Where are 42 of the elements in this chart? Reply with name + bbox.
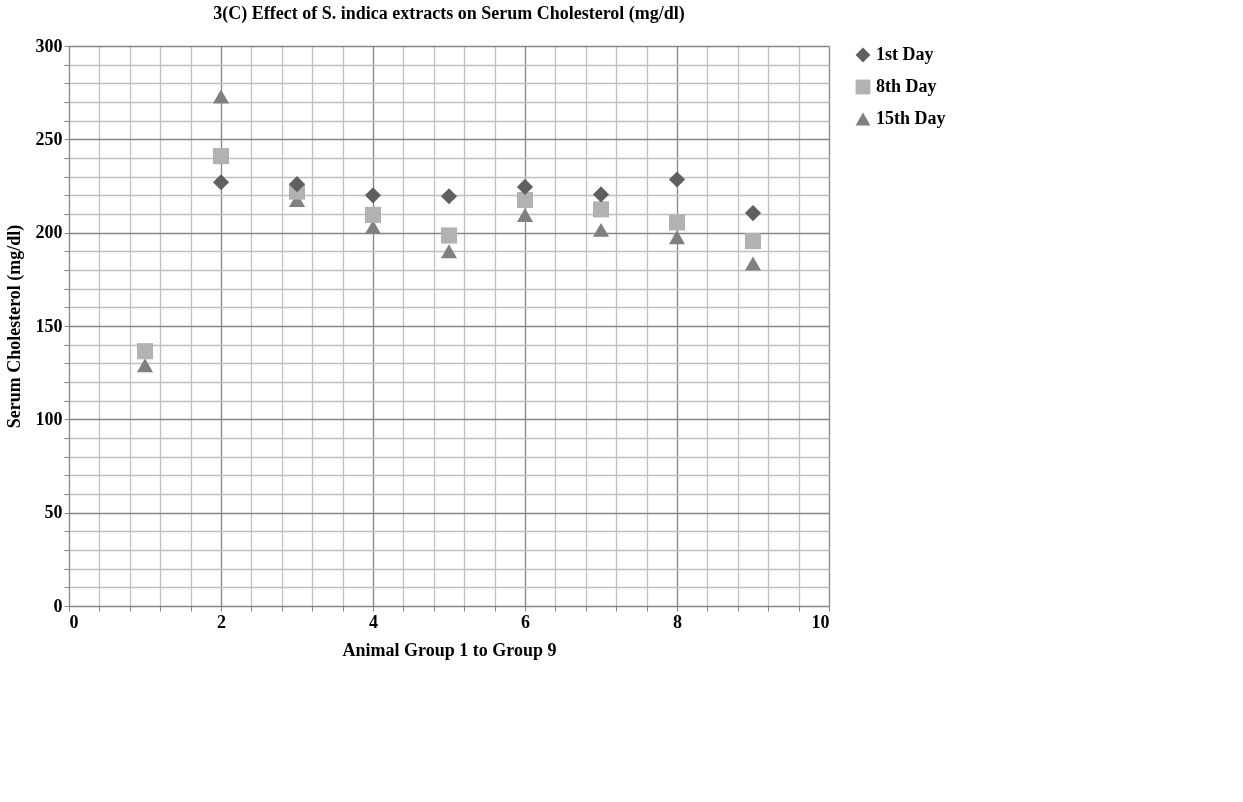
point	[744, 256, 762, 271]
point	[136, 343, 154, 360]
point	[668, 171, 686, 188]
point	[592, 201, 610, 218]
y-tick-label: 100	[35, 408, 63, 429]
y-tick-label: 250	[35, 128, 63, 149]
x-tick-label: 6	[521, 611, 530, 632]
y-tick-label: 0	[53, 595, 63, 616]
y-axis-title: Serum Cholesterol (mg/dl)	[3, 224, 25, 429]
point	[364, 206, 382, 223]
y-tick-label: 50	[44, 502, 63, 523]
point	[592, 186, 610, 203]
x-tick-label: 10	[811, 611, 830, 632]
point	[440, 244, 458, 259]
point	[288, 176, 306, 193]
point	[668, 214, 686, 231]
y-tick-label: 150	[35, 315, 63, 336]
point	[744, 233, 762, 250]
y-tick-label: 300	[35, 35, 63, 56]
point	[516, 191, 534, 209]
point	[212, 148, 230, 165]
legend-label: 1st Day	[876, 44, 934, 64]
x-axis-title: Animal Group 1 to Group 9	[342, 639, 557, 660]
point	[212, 174, 230, 191]
chart-title: 3(C) Effect of S. indica extracts on Serum Cholesterol (mg/dl)	[213, 3, 685, 24]
legend-label: 15th Day	[876, 108, 946, 128]
point	[212, 89, 230, 104]
point	[668, 230, 686, 245]
point	[136, 358, 154, 373]
point	[440, 188, 458, 205]
point	[516, 178, 534, 195]
point	[516, 207, 534, 222]
x-tick-label: 8	[673, 611, 682, 632]
point	[440, 227, 458, 244]
x-tick-label: 0	[69, 611, 79, 632]
point	[364, 187, 382, 204]
point	[744, 205, 762, 222]
x-tick-label: 2	[217, 611, 226, 632]
point	[592, 222, 610, 237]
x-tick-label: 4	[369, 611, 378, 632]
y-tick-label: 200	[35, 222, 63, 243]
legend-label: 8th Day	[876, 76, 937, 96]
